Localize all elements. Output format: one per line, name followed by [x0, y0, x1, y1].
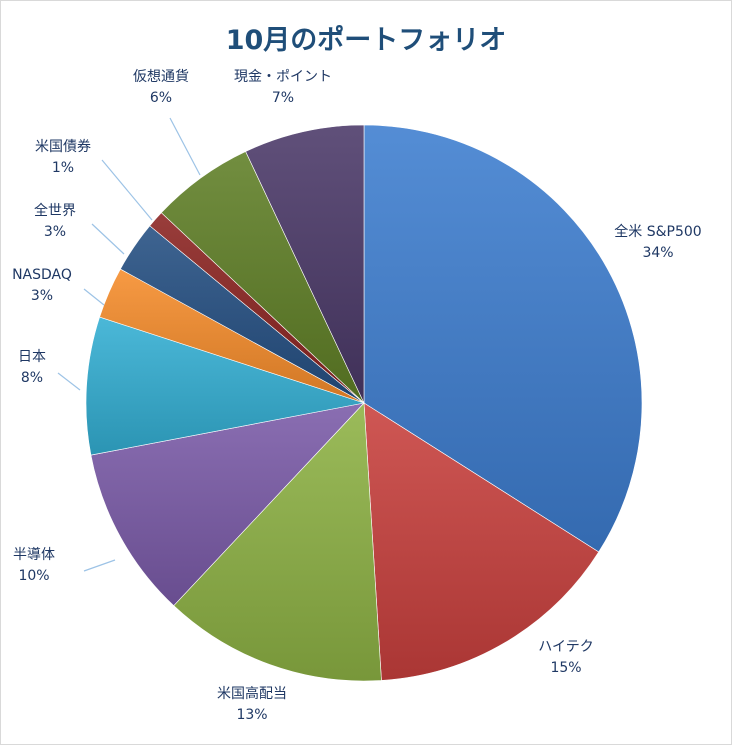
leader-line-6	[91, 223, 125, 255]
slice-label-9: 現金・ポイント	[234, 69, 332, 85]
slice-label-3: 半導体	[13, 547, 55, 563]
slice-label-6: 全世界	[34, 202, 76, 219]
slice-percent-7: 1%	[52, 160, 74, 176]
slice-percent-8: 6%	[150, 90, 172, 106]
slice-percent-0: 34%	[642, 245, 673, 261]
pie-slice-3	[90, 402, 365, 607]
pie-slice-2	[173, 402, 382, 682]
slice-percent-6: 3%	[44, 224, 66, 240]
slice-label-5: NASDAQ	[12, 267, 72, 283]
slice-percent-4: 8%	[21, 370, 43, 386]
slice-percent-5: 3%	[31, 288, 53, 304]
leader-lines	[57, 117, 201, 572]
slice-label-7: 米国債券	[35, 139, 91, 155]
slice-label-4: 日本	[18, 349, 46, 365]
slice-percent-2: 13%	[236, 707, 267, 723]
chart-title: 10月のポートフォリオ	[225, 25, 507, 56]
pie-slice-1	[363, 402, 600, 681]
leader-line-4	[57, 372, 81, 391]
pie-slice-0	[363, 124, 643, 553]
slice-label-0: 全米 S&P500	[614, 223, 701, 240]
slice-percent-9: 7%	[272, 90, 294, 106]
slice-percent-3: 10%	[18, 568, 49, 584]
leader-line-7	[101, 159, 153, 221]
pie-slice-9	[245, 124, 365, 404]
leader-line-8	[169, 117, 201, 176]
slice-label-2: 米国高配当	[217, 685, 287, 702]
leader-line-3	[83, 559, 116, 572]
slice-labels: 全米 S&P500 34% ハイテク 15% 米国高配当 13% 半導体 10% 日本 8% NAS…	[12, 68, 702, 723]
pie-slices	[85, 124, 643, 682]
slice-label-8: 仮想通貨	[133, 68, 189, 85]
slice-label-1: ハイテク	[538, 639, 593, 655]
pie-slice-4	[85, 316, 365, 456]
slice-percent-1: 15%	[550, 660, 581, 676]
leader-line-5	[83, 288, 105, 306]
